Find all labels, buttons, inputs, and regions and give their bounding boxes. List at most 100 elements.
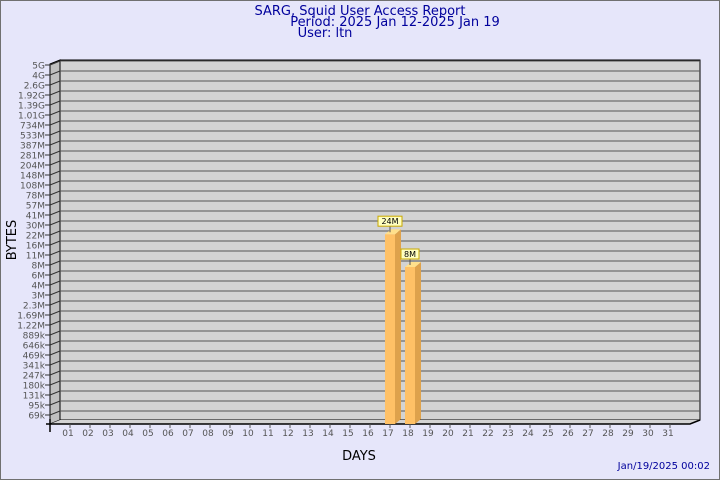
grid-line-side (49, 290, 61, 296)
grid-line-side (49, 90, 61, 96)
grid-line-side (49, 330, 61, 336)
x-tick-label: 15 (342, 429, 353, 439)
x-tick-label: 08 (202, 429, 214, 439)
x-tick-label: 25 (542, 429, 553, 439)
bar-top (385, 229, 401, 235)
grid-line-side (49, 130, 61, 136)
y-tick-label: 1.39G (18, 102, 45, 112)
grid-line-side (49, 100, 61, 106)
x-tick-label: 04 (122, 429, 134, 439)
y-tick-label: 1.22M (17, 322, 45, 332)
grid-line-side (49, 280, 61, 286)
grid-line-side (49, 410, 61, 416)
y-tick-label: 11M (26, 252, 45, 262)
y-tick-label: 247k (23, 372, 46, 382)
grid-line-side (49, 140, 61, 146)
x-tick-label: 29 (622, 429, 634, 439)
x-tick-label: 18 (402, 429, 414, 439)
x-tick-label: 20 (442, 429, 454, 439)
x-tick-label: 24 (522, 429, 534, 439)
y-tick-label: 4M (32, 282, 46, 292)
x-tick-label: 14 (322, 429, 334, 439)
grid-line-side (49, 260, 61, 266)
x-tick-label: 03 (102, 429, 113, 439)
x-tick-label: 22 (482, 429, 493, 439)
x-tick-label: 10 (242, 429, 254, 439)
x-tick-label: 23 (502, 429, 513, 439)
y-tick-label: 2.3M (23, 302, 45, 312)
x-tick-label: 16 (362, 429, 374, 439)
back-wall (59, 59, 701, 421)
grid-line-side (49, 390, 61, 396)
grid-line-side (49, 240, 61, 246)
grid-line-side (49, 200, 61, 206)
generated-timestamp: Jan/19/2025 00:02 (617, 461, 710, 472)
data-label-box (400, 248, 420, 260)
y-tick-label: 204M (20, 162, 45, 172)
y-tick-label: 95k (28, 402, 45, 412)
y-tick-label: 4G (32, 72, 45, 82)
y-axis-label: BYTES (5, 220, 20, 261)
y-tick-label: 78M (26, 192, 45, 202)
y-tick-label: 387M (20, 142, 45, 152)
y-tick-label: 30M (26, 222, 45, 232)
x-tick-label: 09 (222, 429, 234, 439)
grid-line-side (49, 340, 61, 346)
grid-line-side (49, 250, 61, 256)
report-period: Period: 2025 Jan 12-2025 Jan 19 (290, 15, 500, 30)
bar-side (415, 262, 421, 424)
data-label: 24M (381, 217, 398, 226)
grid-line-side (49, 320, 61, 326)
y-tick-label: 469k (23, 352, 46, 362)
y-tick-label: 22M (26, 232, 45, 242)
x-axis (46, 419, 701, 425)
grid-line-side (49, 80, 61, 86)
y-tick-label: 533M (20, 132, 45, 142)
y-tick-label: 148M (20, 172, 45, 182)
y-tick-label: 1.69M (17, 312, 45, 322)
bar-top (405, 262, 421, 267)
x-tick-label: 11 (262, 429, 273, 439)
x-tick-label: 26 (562, 429, 574, 439)
y-tick-label: 646k (23, 342, 46, 352)
y-tick-label: 341k (23, 362, 46, 372)
x-tick-label: 19 (422, 429, 434, 439)
grid-line-side (49, 360, 61, 366)
report-user: User: ltn (297, 26, 353, 41)
x-tick-label: 31 (662, 429, 673, 439)
x-axis-label: DAYS (342, 449, 376, 464)
grid-line-side (49, 400, 61, 406)
grid-line-side (49, 170, 61, 176)
y-tick-label: 41M (26, 212, 45, 222)
y-tick-label: 57M (26, 202, 45, 212)
grid-line-side (49, 210, 61, 216)
x-tick-label: 28 (602, 429, 614, 439)
y-tick-label: 108M (20, 182, 45, 192)
x-tick-label: 06 (162, 429, 174, 439)
y-tick-label: 281M (20, 152, 45, 162)
x-tick-label: 05 (142, 429, 153, 439)
y-tick-label: 180k (23, 382, 46, 392)
data-label: 8M (404, 250, 416, 259)
grid-line-side (49, 180, 61, 186)
x-tick-label: 21 (462, 429, 473, 439)
x-tick-label: 12 (282, 429, 293, 439)
data-label-box (377, 215, 403, 227)
x-tick-label: 13 (302, 429, 313, 439)
grid-line-side (49, 220, 61, 226)
x-tick-label: 27 (582, 429, 593, 439)
x-tick-label: 30 (642, 429, 654, 439)
grid-line-side (49, 190, 61, 196)
bar-front (405, 267, 415, 424)
y-tick-label: 2.6G (24, 82, 45, 92)
grid-line-side (49, 380, 61, 386)
y-tick-label: 734M (20, 122, 45, 132)
grid-line-side (49, 70, 61, 76)
y-tick-label: 889k (23, 332, 46, 342)
grid-line-side (49, 60, 61, 66)
grid-line-side (49, 120, 61, 126)
grid-line-side (49, 160, 61, 166)
y-tick-label: 1.92G (18, 92, 45, 102)
y-tick-label: 1.01G (18, 112, 45, 122)
